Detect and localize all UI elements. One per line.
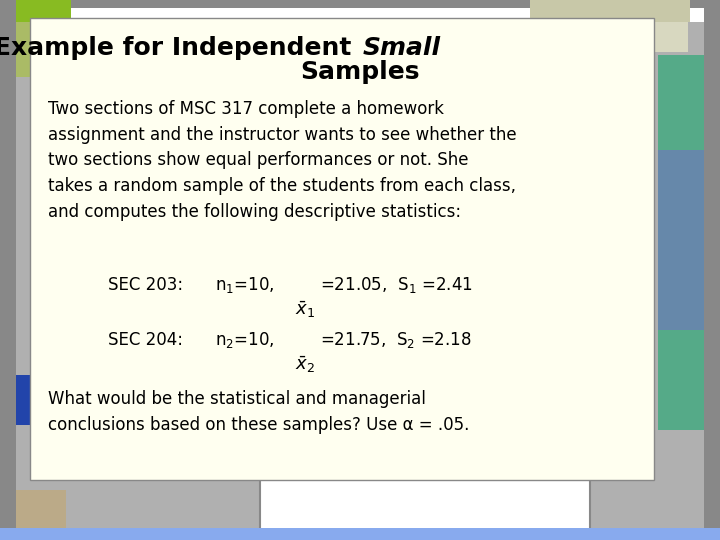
Text: n$_2$=10,: n$_2$=10,	[215, 330, 274, 350]
Bar	[16, 0, 71, 22]
Text: SEC 203:: SEC 203:	[108, 276, 183, 294]
Bar	[0, 528, 720, 540]
Bar	[16, 375, 30, 425]
Text: $\bar{x}_1$: $\bar{x}_1$	[295, 299, 315, 320]
Bar	[600, 22, 688, 52]
Bar	[16, 490, 66, 532]
Bar	[30, 18, 654, 480]
Text: $\bar{x}_2$: $\bar{x}_2$	[295, 354, 315, 375]
Text: =21.75,  S$_2$ =2.18: =21.75, S$_2$ =2.18	[320, 330, 472, 350]
Text: Example for Independent: Example for Independent	[0, 36, 360, 60]
Bar	[0, 0, 720, 8]
Bar	[0, 0, 720, 22]
Bar	[0, 0, 16, 540]
Text: What would be the statistical and managerial
conclusions based on these samples?: What would be the statistical and manage…	[48, 390, 469, 434]
Text: Small: Small	[363, 36, 441, 60]
Text: SEC 204:: SEC 204:	[108, 331, 183, 349]
Bar	[704, 0, 720, 540]
Bar	[658, 150, 704, 330]
Text: =21.05,  S$_1$ =2.41: =21.05, S$_1$ =2.41	[320, 275, 473, 295]
Bar	[16, 22, 46, 77]
Bar	[530, 0, 690, 22]
Text: n$_1$=10,: n$_1$=10,	[215, 275, 274, 295]
Text: Two sections of MSC 317 complete a homework
assignment and the instructor wants : Two sections of MSC 317 complete a homew…	[48, 100, 517, 221]
Text: Samples: Samples	[300, 60, 420, 84]
Bar	[0, 532, 720, 540]
Bar	[658, 55, 704, 430]
Bar	[260, 478, 590, 532]
